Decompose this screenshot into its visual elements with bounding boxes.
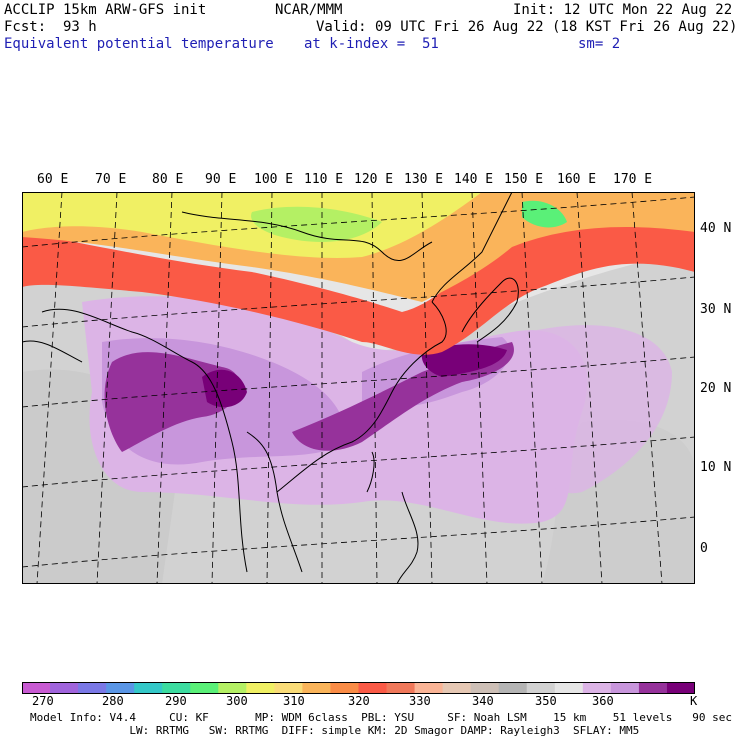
colorbar xyxy=(22,682,695,694)
model-title: ACCLIP 15km ARW-GFS init xyxy=(4,2,207,18)
colorbar-swatch xyxy=(414,682,444,694)
lon-label: 130 E xyxy=(404,172,444,187)
colorbar-swatch xyxy=(218,682,247,694)
colorbar-swatch xyxy=(358,682,388,694)
colorbar-label: 270 xyxy=(32,694,54,708)
colorbar-swatch xyxy=(274,682,303,694)
valid-time: Valid: 09 UTC Fri 26 Aug 22 (18 KST Fri … xyxy=(316,19,738,35)
purple-dark-region xyxy=(421,344,507,377)
colorbar-label: 320 xyxy=(348,694,370,708)
purple-dark-region xyxy=(202,369,247,408)
model-info-line1: Model Info: V4.4 CU: KF MP: WDM 6class P… xyxy=(30,711,732,724)
map-frame xyxy=(22,192,695,584)
colorbar-label: 360 xyxy=(592,694,614,708)
lon-label: 140 E xyxy=(454,172,494,187)
colorbar-swatch xyxy=(106,682,135,694)
lon-label: 100 E xyxy=(254,172,294,187)
colorbar-swatch xyxy=(666,682,695,694)
colorbar-label: 330 xyxy=(409,694,431,708)
colorbar-swatch xyxy=(610,682,640,694)
field-name: Equivalent potential temperature xyxy=(4,36,274,52)
colorbar-label: 280 xyxy=(102,694,124,708)
colorbar-swatch xyxy=(302,682,331,694)
colorbar-swatch xyxy=(582,682,612,694)
colorbar-swatch xyxy=(246,682,275,694)
colorbar-swatch xyxy=(554,682,584,694)
lon-label: 150 E xyxy=(504,172,544,187)
lat-label: 10 N xyxy=(700,460,732,475)
lon-label: 170 E xyxy=(613,172,653,187)
model-info-line2: LW: RRTMG SW: RRTMG DIFF: simple KM: 2D … xyxy=(30,724,640,737)
colorbar-swatch xyxy=(386,682,416,694)
colorbar-swatch xyxy=(526,682,556,694)
forecast-hour: Fcst: 93 h xyxy=(4,19,97,35)
colorbar-swatch xyxy=(78,682,107,694)
colorbar-label: 350 xyxy=(535,694,557,708)
lat-label: 0 xyxy=(700,541,708,556)
colorbar-unit: K xyxy=(690,694,698,708)
colorbar-swatch xyxy=(498,682,528,694)
lat-label: 20 N xyxy=(700,381,732,396)
lon-label: 70 E xyxy=(95,172,127,187)
colorbar-swatch xyxy=(470,682,500,694)
colorbar-label: 310 xyxy=(283,694,305,708)
level-label: at k-index = 51 xyxy=(304,36,439,52)
lon-label: 120 E xyxy=(354,172,394,187)
lon-label: 110 E xyxy=(304,172,344,187)
colorbar-swatch xyxy=(22,682,51,694)
coastline xyxy=(22,192,519,584)
lat-label: 30 N xyxy=(700,302,732,317)
lat-label: 40 N xyxy=(700,221,732,236)
map-plot xyxy=(22,192,695,584)
init-time: Init: 12 UTC Mon 22 Aug 22 xyxy=(513,2,733,18)
org-label: NCAR/MMM xyxy=(275,2,343,18)
colorbar-swatch xyxy=(442,682,472,694)
colorbar-label: 300 xyxy=(226,694,248,708)
colorbar-frame xyxy=(22,682,695,694)
colorbar-label: 290 xyxy=(165,694,187,708)
colorbar-swatch xyxy=(50,682,79,694)
colorbar-swatch xyxy=(638,682,668,694)
red-band xyxy=(22,220,695,355)
lon-label: 160 E xyxy=(557,172,597,187)
colorbar-label: 340 xyxy=(472,694,494,708)
purple-light-region xyxy=(492,325,672,494)
lon-label: 60 E xyxy=(37,172,69,187)
yellow-band xyxy=(22,192,482,258)
graticule xyxy=(22,192,695,584)
lon-label: 80 E xyxy=(152,172,184,187)
colorbar-swatch xyxy=(162,682,191,694)
smoothing-label: sm= 2 xyxy=(578,36,621,52)
green-patch xyxy=(522,200,567,228)
lon-label: 90 E xyxy=(205,172,237,187)
colorbar-swatch xyxy=(134,682,163,694)
colorbar-swatch xyxy=(330,682,359,694)
colorbar-swatch xyxy=(190,682,219,694)
